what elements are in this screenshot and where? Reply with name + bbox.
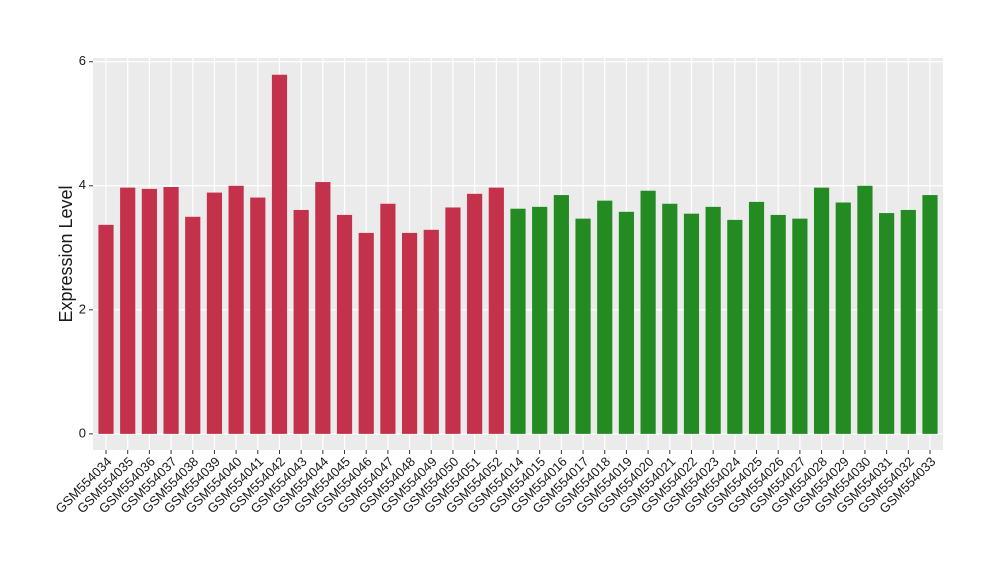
bar: [683, 213, 700, 434]
bar: [206, 192, 223, 434]
labels: 0246GSM554034GSM554035GSM554036GSM554037…: [52, 53, 938, 516]
bar: [575, 218, 591, 434]
bar: [250, 197, 266, 434]
bar: [488, 187, 504, 434]
bar: [401, 232, 418, 434]
bar: [922, 195, 938, 434]
bar: [879, 213, 895, 434]
bars: [98, 74, 938, 434]
y-tick-label: 6: [79, 53, 86, 68]
bar: [185, 216, 201, 434]
bar: [228, 185, 244, 434]
bar: [358, 232, 374, 434]
bar: [662, 203, 678, 434]
bar: [380, 203, 396, 434]
bar: [705, 206, 721, 434]
bar: [553, 195, 569, 434]
bar: [120, 187, 136, 434]
bar: [532, 206, 548, 434]
bar: [271, 74, 288, 434]
bar: [792, 218, 808, 434]
bar: [835, 202, 851, 434]
bar: [813, 187, 830, 434]
bar: [98, 224, 114, 434]
bar: [900, 209, 916, 434]
bar: [163, 187, 179, 434]
bar: [640, 190, 656, 434]
bar: [748, 201, 765, 434]
bar: [597, 200, 613, 434]
y-axis-label: Expression Level: [56, 185, 76, 322]
y-tick-label: 0: [79, 425, 86, 440]
bar: [857, 185, 873, 434]
bar: [467, 193, 483, 434]
bar: [770, 214, 786, 434]
bar: [336, 214, 353, 434]
bar: [445, 207, 461, 434]
bar: [141, 188, 157, 434]
bar: [727, 219, 743, 434]
bar: [315, 182, 331, 434]
y-tick-label: 4: [79, 177, 86, 192]
bar: [618, 211, 635, 434]
bar: [423, 229, 439, 434]
y-tick-label: 2: [79, 301, 86, 316]
bar: [293, 209, 309, 434]
bar: [510, 208, 526, 434]
